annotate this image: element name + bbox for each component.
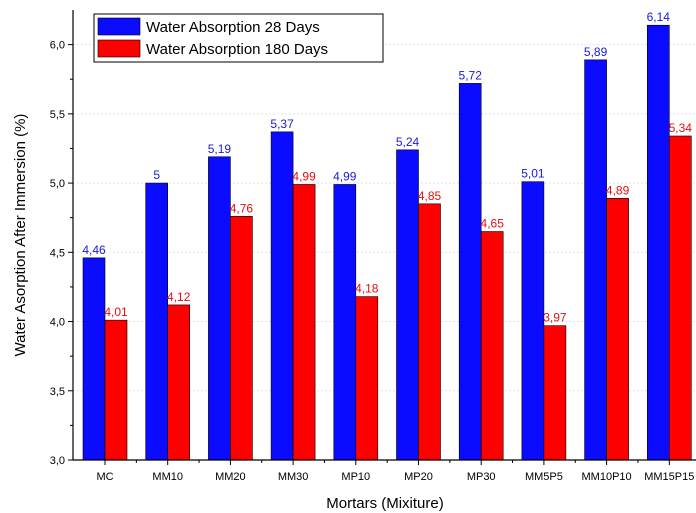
legend: Water Absorption 28 Days Water Absorptio… — [93, 13, 384, 63]
bar-days-28-mp10 — [333, 184, 357, 461]
y-tick-label: 4,5 — [50, 247, 65, 259]
legend-label-28-days: Water Absorption 28 Days — [146, 19, 320, 36]
x-tick-label: MM10 — [152, 471, 183, 483]
bar-days-28-mp30 — [458, 83, 482, 461]
bar-days-28-mm10 — [145, 182, 168, 461]
data-label: 5,19 — [208, 142, 232, 156]
data-label: 4,46 — [82, 243, 106, 257]
data-label: 4,18 — [355, 282, 379, 296]
data-label: 5 — [153, 168, 160, 182]
y-tick-label: 4,0 — [50, 317, 65, 329]
x-axis-title: Mortars (Mixiture) — [326, 495, 444, 512]
legend-swatch-28-days — [97, 17, 141, 36]
y-tick-label: 5,0 — [50, 178, 65, 190]
data-label: 4,99 — [333, 169, 357, 183]
data-label: 4,65 — [481, 217, 505, 231]
y-axis-title: Water Asorption After Immersion (%) — [12, 114, 29, 357]
legend-label-180-days: Water Absorption 180 Days — [146, 41, 328, 58]
legend-frame — [93, 13, 384, 63]
bar-days-180-mm10p10 — [606, 198, 629, 461]
x-tick-label: MM5P5 — [525, 471, 563, 483]
bar-days-180-mm15p15 — [668, 135, 692, 461]
data-label: 5,37 — [270, 117, 294, 131]
bar-days-28-mp20 — [396, 149, 419, 461]
y-tick-label: 3,5 — [50, 386, 65, 398]
y-tick-label: 5,5 — [50, 109, 65, 121]
data-label: 5,34 — [669, 121, 693, 135]
bar-days-180-mm10 — [167, 304, 190, 461]
data-label: 5,89 — [584, 45, 608, 59]
x-tick-label: MM10P10 — [582, 471, 632, 483]
y-tick-label: 3,0 — [50, 455, 65, 467]
x-tick-label: MM15P15 — [644, 471, 694, 483]
data-label: 4,01 — [104, 305, 128, 319]
bar-days-28-mm5p5 — [521, 181, 545, 461]
x-tick-label: MM30 — [278, 471, 309, 483]
data-label: 3,97 — [543, 311, 567, 325]
bar-days-180-mp20 — [418, 203, 441, 461]
y-ticks: 3,0 3,5 4,0 4,5 5,0 5,5 6,0 — [50, 40, 73, 467]
legend-swatch-180-days — [97, 39, 141, 58]
bar-days-28-mc — [82, 257, 106, 461]
bar-days-180-mm20 — [230, 216, 253, 461]
x-tick-label: MP30 — [467, 471, 496, 483]
data-labels: 4,46 4,01 5 4,12 5,19 4,76 5,37 4,99 4,99 4,18 5,2… — [82, 10, 692, 324]
data-label: 5,01 — [521, 167, 545, 181]
bar-days-180-mc — [104, 319, 128, 461]
data-label: 4,76 — [230, 201, 254, 215]
bar-days-180-mp30 — [480, 231, 504, 461]
data-label: 6,14 — [647, 10, 671, 24]
data-label: 4,99 — [292, 169, 316, 183]
bar-days-180-mp10 — [355, 296, 379, 461]
x-tick-label: MP10 — [341, 471, 370, 483]
y-tick-label: 6,0 — [50, 40, 65, 52]
data-label: 4,12 — [167, 290, 191, 304]
bar-days-28-mm15p15 — [646, 24, 670, 461]
data-label: 5,24 — [396, 135, 420, 149]
axes — [72, 10, 696, 461]
data-label: 4,85 — [418, 189, 442, 203]
bar-days-28-mm10p10 — [584, 59, 607, 461]
x-tick-label: MC — [96, 471, 113, 483]
bars — [82, 24, 692, 461]
x-ticks: MC MM10 MM20 MM30 MP10 MP20 MP30 MM5P5 MM10P10 MM… — [96, 460, 694, 483]
data-label: 4,89 — [606, 183, 630, 197]
x-tick-label: MM20 — [215, 471, 246, 483]
bar-days-180-mm30 — [292, 184, 316, 461]
bar-days-28-mm20 — [208, 156, 231, 461]
data-label: 5,72 — [459, 68, 483, 82]
bar-days-28-mm30 — [270, 131, 294, 461]
x-tick-label: MP20 — [404, 471, 433, 483]
bar-days-180-mm5p5 — [543, 325, 567, 461]
